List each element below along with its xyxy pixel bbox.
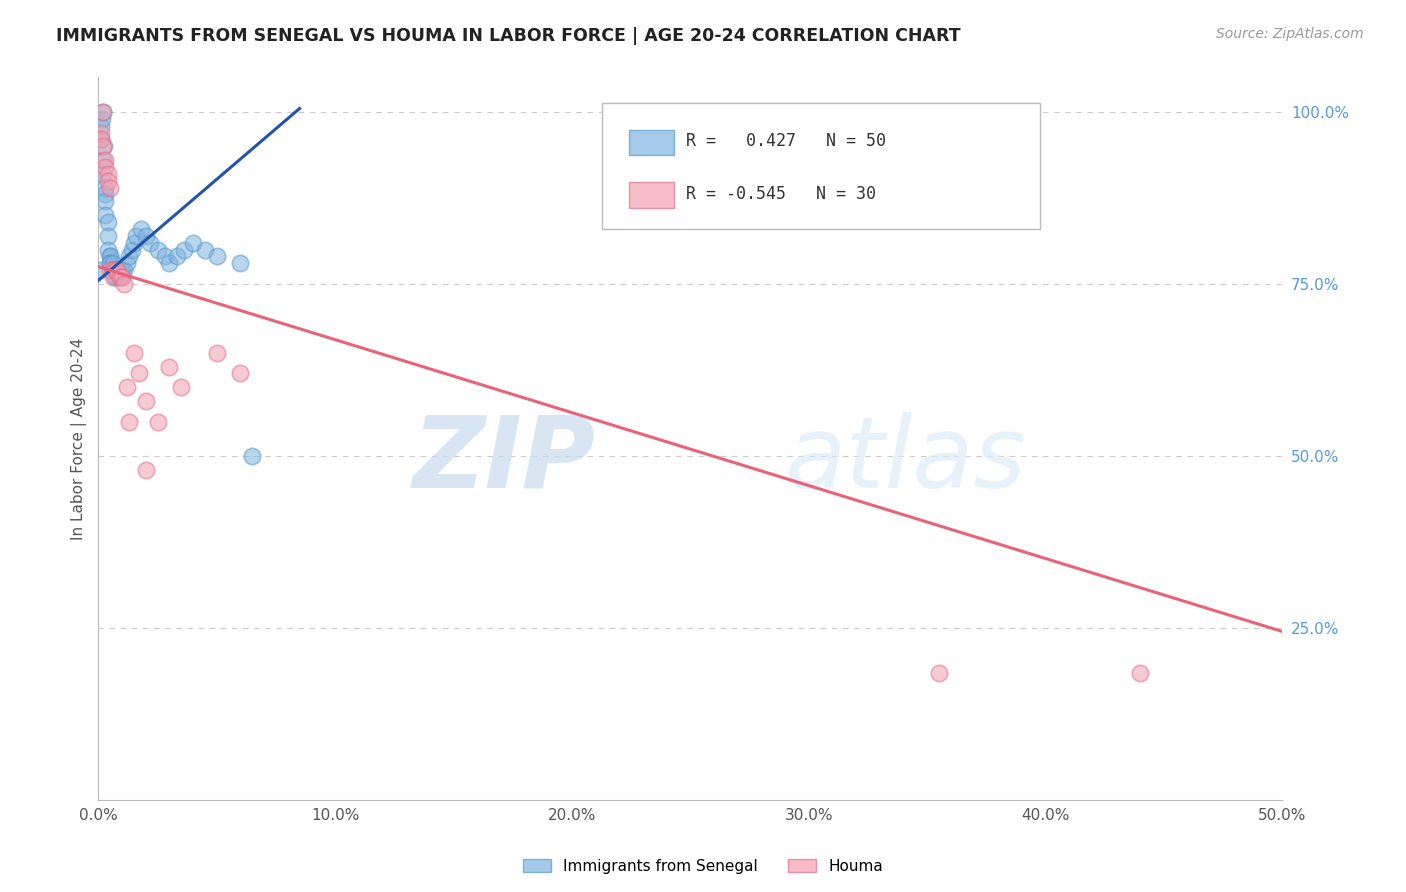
Point	[118, 415, 141, 429]
Point	[101, 256, 124, 270]
FancyBboxPatch shape	[602, 103, 1040, 229]
Point	[94, 153, 117, 167]
Point	[128, 367, 150, 381]
Point	[93, 139, 115, 153]
Point	[89, 263, 111, 277]
Point	[104, 263, 127, 277]
Point	[91, 153, 114, 167]
Point	[1129, 665, 1152, 680]
Point	[94, 180, 117, 194]
Point	[153, 249, 176, 263]
Point	[125, 228, 148, 243]
Point	[98, 180, 121, 194]
Point	[90, 126, 112, 140]
Point	[122, 345, 145, 359]
Point	[94, 187, 117, 202]
Point	[111, 270, 134, 285]
Point	[101, 270, 124, 285]
Point	[94, 194, 117, 209]
Point	[98, 263, 121, 277]
Point	[157, 359, 180, 374]
Point	[173, 243, 195, 257]
Point	[104, 270, 127, 285]
Point	[112, 263, 135, 277]
Point	[229, 367, 252, 381]
Point	[121, 243, 143, 257]
Point	[105, 270, 128, 285]
Point	[111, 270, 134, 285]
FancyBboxPatch shape	[628, 182, 673, 208]
Point	[129, 222, 152, 236]
Point	[115, 256, 138, 270]
Point	[146, 243, 169, 257]
Point	[181, 235, 204, 250]
Point	[105, 263, 128, 277]
Text: atlas: atlas	[785, 412, 1026, 509]
Text: IMMIGRANTS FROM SENEGAL VS HOUMA IN LABOR FORCE | AGE 20-24 CORRELATION CHART: IMMIGRANTS FROM SENEGAL VS HOUMA IN LABO…	[56, 27, 960, 45]
Point	[97, 167, 120, 181]
Point	[229, 256, 252, 270]
Point	[90, 112, 112, 126]
FancyBboxPatch shape	[628, 129, 673, 155]
Point	[90, 132, 112, 146]
Text: R = -0.545   N = 30: R = -0.545 N = 30	[686, 185, 876, 203]
Point	[928, 665, 950, 680]
Y-axis label: In Labor Force | Age 20-24: In Labor Force | Age 20-24	[72, 338, 87, 540]
Point	[135, 393, 157, 408]
Point	[135, 463, 157, 477]
Point	[94, 208, 117, 222]
Point	[97, 228, 120, 243]
Point	[104, 263, 127, 277]
Point	[94, 160, 117, 174]
Point	[98, 256, 121, 270]
Point	[98, 249, 121, 263]
Point	[90, 119, 112, 133]
Point	[194, 243, 217, 257]
Point	[97, 243, 120, 257]
Point	[91, 104, 114, 119]
Text: R =   0.427   N = 50: R = 0.427 N = 50	[686, 132, 886, 151]
Text: Source: ZipAtlas.com: Source: ZipAtlas.com	[1216, 27, 1364, 41]
Point	[157, 256, 180, 270]
Point	[240, 449, 263, 463]
Point	[135, 228, 157, 243]
Point	[205, 249, 228, 263]
Point	[111, 263, 134, 277]
Point	[115, 380, 138, 394]
Point	[170, 380, 193, 394]
Point	[108, 270, 131, 285]
Point	[90, 132, 112, 146]
Point	[101, 263, 124, 277]
Point	[97, 174, 120, 188]
Point	[91, 104, 114, 119]
Point	[104, 263, 127, 277]
Point	[166, 249, 188, 263]
Point	[91, 167, 114, 181]
Point	[97, 215, 120, 229]
Point	[105, 263, 128, 277]
Point	[91, 139, 114, 153]
Point	[98, 256, 121, 270]
Point	[108, 270, 131, 285]
Point	[122, 235, 145, 250]
Point	[139, 235, 162, 250]
Point	[101, 263, 124, 277]
Legend: Immigrants from Senegal, Houma: Immigrants from Senegal, Houma	[517, 853, 889, 880]
Point	[108, 270, 131, 285]
Point	[112, 277, 135, 291]
Point	[205, 345, 228, 359]
Point	[118, 249, 141, 263]
Point	[101, 263, 124, 277]
Text: ZIP: ZIP	[413, 412, 596, 509]
Point	[146, 415, 169, 429]
Point	[98, 249, 121, 263]
